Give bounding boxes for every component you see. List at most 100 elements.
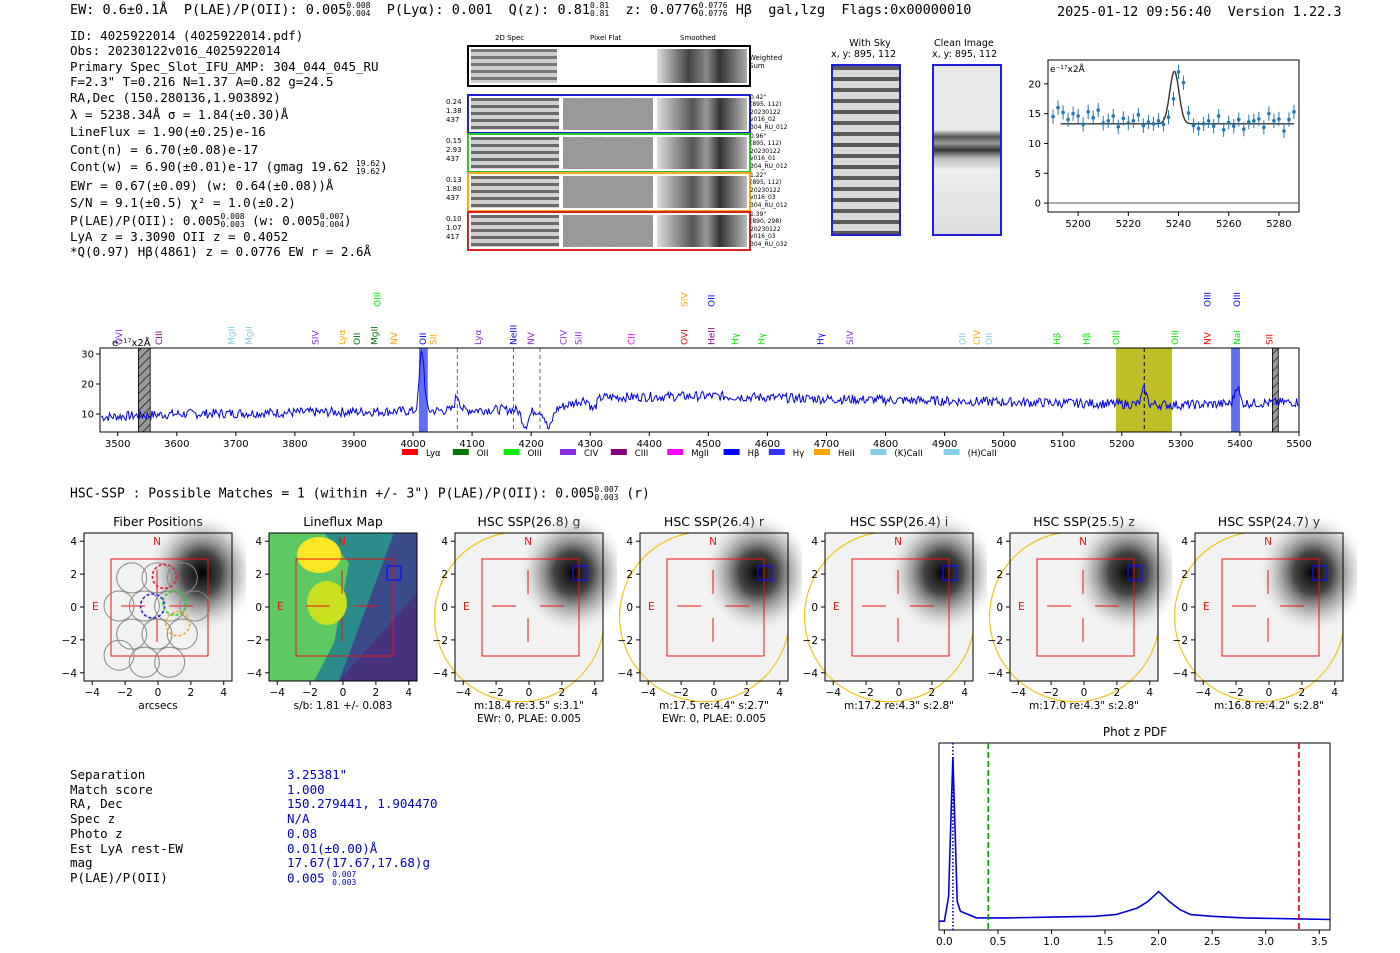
zoom-data-point <box>1161 122 1166 127</box>
panel-caption: s/b: 1.81 +/- 0.083 <box>294 700 393 712</box>
panel-xtick-label: −4 <box>1195 687 1211 699</box>
zoom-data-point <box>1051 114 1055 119</box>
col-smoothed: Smoothed <box>680 34 716 42</box>
match-key: RA, Dec <box>70 796 123 812</box>
cutout-grid: 2D Spec Pixel Flat Smoothed Weighted Sum… <box>440 32 790 257</box>
clean-image <box>932 64 1002 236</box>
spectrum-legend-swatch <box>610 449 627 455</box>
spectrum-legend-swatch <box>870 449 887 455</box>
spectrum-ytick-label: 20 <box>81 380 94 391</box>
info-plae-w-hi: 0.007 <box>319 212 344 222</box>
zoom-data-point <box>1191 123 1196 128</box>
panel-ytick-label: −4 <box>247 668 263 680</box>
aperture-box <box>481 558 580 657</box>
panel-xtick-label: 0 <box>526 687 533 699</box>
panel-xtick-label: −4 <box>269 687 285 699</box>
match-key: Spec z <box>70 811 116 827</box>
zoom-ytick-label: 20 <box>1028 79 1041 90</box>
spectrum-xtick-label: 5200 <box>1109 439 1134 450</box>
match-row: Photo z 0.08 <box>70 826 438 842</box>
panel-xtick-label: −2 <box>858 687 873 699</box>
hsc-headline-text: HSC-SSP : Possible Matches = 1 (within +… <box>70 486 595 502</box>
detection-info: ID: 4025922014 (4025922014.pdf) Obs: 202… <box>70 28 388 260</box>
zoom-ytick-label: 5 <box>1035 169 1041 180</box>
info-ewr: EWr = 0.67(±0.09) (w: 0.64(±0.08))Å <box>70 177 334 193</box>
cutout-meta: 304_RU_032 <box>750 240 788 248</box>
zoom-data-point <box>1071 111 1075 116</box>
zoom-data-point <box>1096 108 1100 112</box>
zoom-unit-label: e⁻¹⁷x2Å <box>1050 63 1086 75</box>
zoom-data-point <box>1236 117 1241 122</box>
spectrum-line-label: Lyα <box>338 329 348 345</box>
spectrum-line-label: CIV <box>973 329 983 345</box>
cutout-meta: 1.39" <box>750 211 767 218</box>
spectrum-xtick-label: 5000 <box>991 439 1016 450</box>
east-label: E <box>463 601 470 613</box>
cutout-stat: 0.24 <box>446 98 462 106</box>
panel-ytick-label: −2 <box>62 635 77 647</box>
zoom-xtick-label: 5200 <box>1065 219 1090 230</box>
spectrum-line-label: SIV <box>681 292 691 307</box>
panel-xtick-label: 2 <box>744 687 751 699</box>
cutout-meta: (895, 112) <box>750 140 782 148</box>
panel-ytick-label: −4 <box>803 668 819 680</box>
spectrum-legend-swatch <box>452 449 469 455</box>
zoom-data-point <box>1206 119 1211 123</box>
spectrum-line-label: OIII <box>374 292 384 307</box>
clean-title: Clean Image <box>934 38 994 49</box>
photz-xtick-label: 0.5 <box>990 936 1007 947</box>
zoom-data-point <box>1221 127 1226 132</box>
header-gal: gal,lzg <box>768 2 826 18</box>
zoom-data-point <box>1186 111 1191 115</box>
zoom-data-point <box>1136 113 1141 117</box>
zoom-data-point <box>1141 123 1146 128</box>
panel-ytick-label: 0 <box>441 602 448 614</box>
zoom-ytick-label: 0 <box>1035 199 1041 210</box>
panel-ytick-label: 0 <box>811 602 818 614</box>
east-label: E <box>833 601 840 613</box>
fiber-circle <box>141 562 173 594</box>
header-plae-lo: 0.004 <box>346 9 371 18</box>
match-value: 1.000 <box>287 781 325 797</box>
spectrum-legend-label: CIV <box>584 449 598 459</box>
photz-title: Phot z PDF <box>1103 725 1167 739</box>
cutout-row-left-stats: 0.15 2.93 437 <box>446 137 462 164</box>
spectrum-line-label: Hβ <box>1053 332 1063 345</box>
withsky-xy: x, y: 895, 112 <box>831 49 897 60</box>
panel-ytick-label: 4 <box>70 536 77 548</box>
cutout-smooth-image <box>657 98 747 130</box>
spectrum-axes-frame <box>99 347 1300 433</box>
north-label: N <box>153 536 161 548</box>
panel-ytick-label: 0 <box>70 602 77 614</box>
info-contw-lo: 19.62 <box>355 166 381 176</box>
header-ew: EW: 0.6±0.1Å <box>70 2 168 18</box>
panel-xtick-label: 4 <box>220 687 227 699</box>
panel-ytick-label: −2 <box>988 635 1003 647</box>
aperture-box <box>295 558 394 657</box>
match-value: 150.279441, 1.904470 <box>287 796 438 812</box>
cutout-meta: 20230122 <box>750 108 781 116</box>
zoom-data-point <box>1166 115 1171 120</box>
panel-caption: m:18.4 re:3.5" s:3.1" <box>474 700 584 712</box>
zoom-data-point <box>1121 116 1126 121</box>
spectrum-flux-line <box>100 350 1300 430</box>
panel-xtick-label: 2 <box>929 687 936 699</box>
cutout-2d-image <box>471 137 559 169</box>
cutout-stat: 417 <box>446 233 460 241</box>
spectrum-legend-label: (K)CaII <box>894 449 922 459</box>
info-contw: Cont(w) = 6.90(±0.01)e-17 (gmag 19.62 <box>70 159 349 175</box>
spectrum-line-label: OII <box>985 333 995 345</box>
spectrum-xtick-label: 5500 <box>1286 439 1311 450</box>
spectrum-xtick-label: 4100 <box>459 439 484 450</box>
fiber-circle <box>154 590 186 622</box>
panel-xtick-label: 0 <box>155 687 162 699</box>
cutout-smooth-image <box>657 215 747 247</box>
panel-xtick-label: 0 <box>1081 687 1088 699</box>
spectrum-unit-label: e⁻¹⁷x2Å <box>112 336 151 349</box>
cutout-meta: v016_03 <box>750 233 776 241</box>
panel-caption-2: EWr: 0, PLAE: 0.005 <box>477 713 581 723</box>
panel-xtick-label: 0 <box>1266 687 1273 699</box>
zoom-data-point <box>1267 111 1271 116</box>
spectrum-shaded-region <box>418 348 428 432</box>
